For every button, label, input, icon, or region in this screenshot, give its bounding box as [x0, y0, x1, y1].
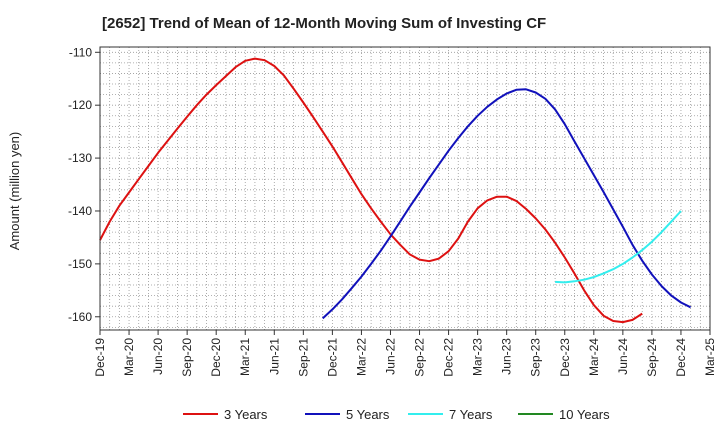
y-tick-label: -120 [68, 98, 92, 112]
y-tick-label: -150 [68, 257, 92, 271]
x-tick-label: Mar-23 [471, 338, 485, 376]
x-tick-label: Jun-24 [616, 338, 630, 375]
y-axis-label: Amount (million yen) [7, 132, 22, 251]
plot-frame [99, 46, 711, 331]
x-tick-label: Jun-21 [267, 338, 281, 375]
y-tick-label: -160 [68, 310, 92, 324]
x-tick-label: Dec-19 [93, 338, 107, 377]
x-tick-label: Dec-23 [558, 338, 572, 377]
x-tick-label: Mar-25 [703, 338, 717, 376]
x-tick-label: Sep-20 [180, 338, 194, 377]
x-tick-label: Mar-22 [354, 338, 368, 376]
x-tick-label: Mar-24 [587, 338, 601, 376]
plot-background [100, 47, 710, 330]
x-tick-label: Dec-22 [442, 338, 456, 377]
x-tick-label: Sep-22 [413, 338, 427, 377]
y-tick-label: -130 [68, 151, 92, 165]
legend-label: 10 Years [559, 407, 610, 422]
x-tick-label: Mar-20 [122, 338, 136, 376]
legend-label: 5 Years [346, 407, 390, 422]
x-tick-label: Dec-24 [674, 338, 688, 377]
x-tick-label: Jun-22 [383, 338, 397, 375]
x-tick-label: Dec-21 [325, 338, 339, 377]
legend-label: 3 Years [224, 407, 268, 422]
x-tick-label: Sep-24 [645, 338, 659, 377]
x-tick-label: Dec-20 [209, 338, 223, 377]
x-tick-label: Sep-23 [529, 338, 543, 377]
x-tick-label: Jun-23 [500, 338, 514, 375]
legend-label: 7 Years [449, 407, 493, 422]
y-tick-label: -110 [69, 45, 92, 59]
series-line-3-years [99, 57, 643, 324]
y-tick-label: -140 [68, 204, 92, 218]
x-tick-label: Sep-21 [296, 338, 310, 377]
x-tick-label: Mar-21 [238, 338, 252, 376]
chart-title: [2652] Trend of Mean of 12-Month Moving … [102, 15, 546, 32]
legend: 3 Years 5 Years 7 Years 10 Years [183, 407, 610, 422]
x-tick-label: Jun-20 [151, 338, 165, 375]
series-line-5-years [322, 88, 692, 320]
series-line-7-years [555, 210, 682, 284]
